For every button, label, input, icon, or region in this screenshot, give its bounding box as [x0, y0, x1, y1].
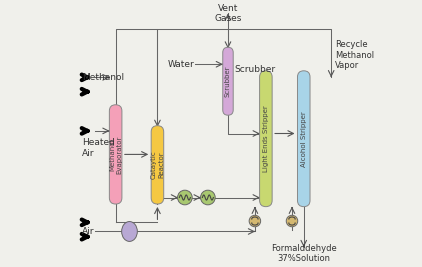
- Text: Scrubber: Scrubber: [235, 65, 276, 74]
- Text: Recycle
Methanol
Vapor: Recycle Methanol Vapor: [335, 40, 374, 70]
- Text: Air: Air: [82, 227, 94, 236]
- FancyBboxPatch shape: [298, 71, 310, 207]
- Text: Water: Water: [167, 60, 194, 69]
- FancyBboxPatch shape: [260, 71, 272, 207]
- Text: Heated
Air: Heated Air: [82, 138, 114, 158]
- Text: Formalddehyde
37%Solution: Formalddehyde 37%Solution: [271, 244, 337, 263]
- Circle shape: [249, 215, 261, 227]
- Ellipse shape: [122, 222, 137, 241]
- FancyBboxPatch shape: [109, 105, 122, 204]
- Text: Alcohol Stripper: Alcohol Stripper: [301, 111, 307, 167]
- Circle shape: [286, 215, 298, 227]
- Circle shape: [200, 190, 215, 205]
- Circle shape: [178, 190, 192, 205]
- Text: Scrubber: Scrubber: [225, 65, 231, 97]
- Text: Methanol: Methanol: [82, 73, 124, 82]
- Text: Cataytic
Reactor: Cataytic Reactor: [151, 151, 164, 179]
- Text: Light Ends Stripper: Light Ends Stripper: [263, 105, 269, 172]
- FancyBboxPatch shape: [223, 47, 233, 115]
- Text: Vent
Gases: Vent Gases: [214, 4, 242, 23]
- Text: Methanol
Evaporator: Methanol Evaporator: [109, 135, 122, 174]
- FancyBboxPatch shape: [151, 126, 164, 204]
